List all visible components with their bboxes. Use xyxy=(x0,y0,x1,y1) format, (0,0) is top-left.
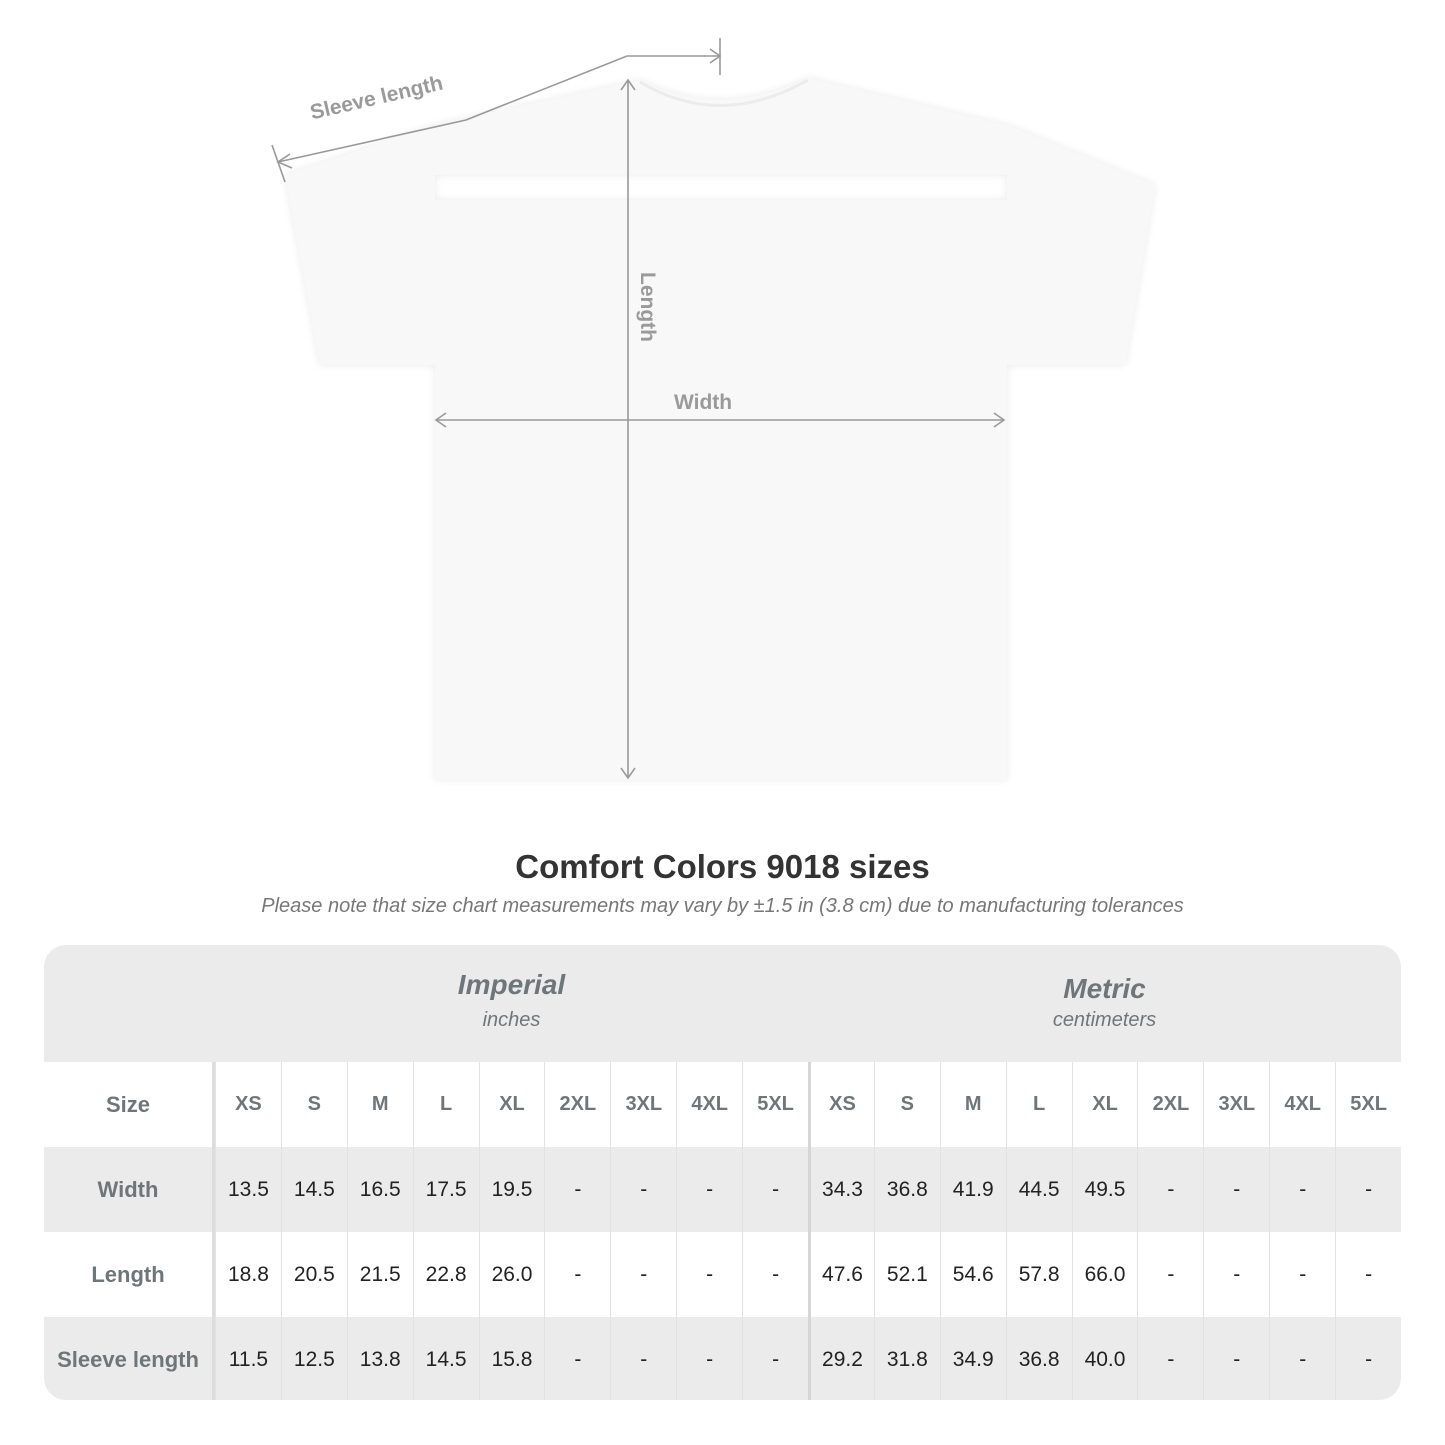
size-table: Imperial inches Metric centimeters Size X… xyxy=(44,945,1401,1400)
imperial-value: 19.5 xyxy=(478,1147,545,1232)
table-group-header xyxy=(44,945,1401,1062)
metric-value: 31.8 xyxy=(873,1317,940,1400)
metric-group: Metric centimeters xyxy=(808,973,1401,1032)
metric-size-L: L xyxy=(1005,1062,1072,1147)
metric-value: 44.5 xyxy=(1005,1147,1072,1232)
imperial-unit: inches xyxy=(482,1009,541,1031)
metric-unit: centimeters xyxy=(1052,1009,1157,1031)
metric-size-S: S xyxy=(873,1062,940,1147)
chart-title: Comfort Colors 9018 sizes xyxy=(515,848,930,885)
metric-value: 36.8 xyxy=(1005,1317,1072,1400)
size-header-row: Size XS S M L XL 2XL 3XL 4XL 5XL XS S M L XL 2XL 3XL 4XL 5… xyxy=(44,1062,1401,1147)
imperial-value: - xyxy=(742,1317,808,1400)
imperial-value: - xyxy=(544,1232,610,1317)
imperial-size-4XL: 4XL xyxy=(676,1062,742,1147)
metric-size-XL: XL xyxy=(1071,1062,1138,1147)
width-label: Width xyxy=(674,391,733,414)
imperial-size-S: S xyxy=(280,1062,347,1147)
imperial-size-XS: XS xyxy=(215,1062,281,1147)
metric-value: 54.6 xyxy=(939,1232,1006,1317)
imperial-value: - xyxy=(676,1317,742,1400)
metric-size-4XL: 4XL xyxy=(1269,1062,1335,1147)
metric-size-5XL: 5XL xyxy=(1335,1062,1401,1147)
metric-value: - xyxy=(1137,1147,1203,1232)
metric-size-2XL: 2XL xyxy=(1137,1062,1203,1147)
length-label: Length xyxy=(635,272,659,342)
tshirt-diagram xyxy=(271,38,1155,780)
imperial-value: 16.5 xyxy=(346,1147,413,1232)
metric-value: - xyxy=(1335,1147,1401,1232)
imperial-title: Imperial xyxy=(457,969,566,1000)
imperial-value: 22.8 xyxy=(412,1232,479,1317)
imperial-size-3XL: 3XL xyxy=(610,1062,676,1147)
metric-value: - xyxy=(1269,1317,1335,1400)
imperial-value: 14.5 xyxy=(280,1147,347,1232)
imperial-value: 14.5 xyxy=(412,1317,479,1400)
imperial-value: 17.5 xyxy=(412,1147,479,1232)
metric-value: - xyxy=(1335,1317,1401,1400)
table-row: Width 13.5 14.5 16.5 17.5 19.5- - - -34.3 36.8 41.… xyxy=(44,1147,1401,1232)
row-label: Length xyxy=(44,1232,215,1317)
imperial-value: 20.5 xyxy=(280,1232,347,1317)
imperial-size-5XL: 5XL xyxy=(742,1062,808,1147)
table-row: Length 18.8 20.5 21.5 22.8 26.0- - - -47.6 52.1 54… xyxy=(44,1232,1401,1317)
metric-size-XS: XS xyxy=(808,1062,874,1147)
tolerance-note: Please note that size chart measurements… xyxy=(261,895,1184,917)
table-row: Sleeve length 11.5 12.5 13.8 14.5 15.8- - - -29.… xyxy=(44,1317,1401,1400)
imperial-value: - xyxy=(742,1232,808,1317)
metric-value: - xyxy=(1335,1232,1401,1317)
imperial-value: 13.8 xyxy=(346,1317,413,1400)
metric-value: 41.9 xyxy=(939,1147,1006,1232)
imperial-value: - xyxy=(676,1147,742,1232)
metric-value: - xyxy=(1203,1232,1269,1317)
size-label: Size xyxy=(44,1062,215,1147)
imperial-size-M: M xyxy=(346,1062,413,1147)
imperial-value: - xyxy=(742,1147,808,1232)
metric-value: 57.8 xyxy=(1005,1232,1072,1317)
imperial-value: - xyxy=(676,1232,742,1317)
metric-value: 47.6 xyxy=(808,1232,874,1317)
metric-size-3XL: 3XL xyxy=(1203,1062,1269,1147)
imperial-value: - xyxy=(610,1147,676,1232)
metric-value: - xyxy=(1137,1232,1203,1317)
imperial-value: - xyxy=(544,1147,610,1232)
metric-value: - xyxy=(1269,1232,1335,1317)
metric-value: - xyxy=(1203,1147,1269,1232)
metric-value: - xyxy=(1203,1317,1269,1400)
metric-value: 66.0 xyxy=(1071,1232,1138,1317)
metric-value: - xyxy=(1269,1147,1335,1232)
shirt-body xyxy=(285,78,1155,780)
imperial-value: 12.5 xyxy=(280,1317,347,1400)
measurement-arrows xyxy=(271,38,1006,780)
metric-value: 29.2 xyxy=(808,1317,874,1400)
imperial-size-2XL: 2XL xyxy=(544,1062,610,1147)
imperial-group: Imperial inches xyxy=(215,969,808,1032)
imperial-value: 15.8 xyxy=(478,1317,545,1400)
metric-value: 34.3 xyxy=(808,1147,874,1232)
imperial-value: 26.0 xyxy=(478,1232,545,1317)
imperial-value: 21.5 xyxy=(346,1232,413,1317)
metric-value: - xyxy=(1137,1317,1203,1400)
metric-value: 40.0 xyxy=(1071,1317,1138,1400)
metric-value: 34.9 xyxy=(939,1317,1006,1400)
imperial-value: - xyxy=(610,1317,676,1400)
imperial-value: - xyxy=(544,1317,610,1400)
imperial-value: 13.5 xyxy=(215,1147,281,1232)
imperial-size-XL: XL xyxy=(478,1062,545,1147)
metric-value: 49.5 xyxy=(1071,1147,1138,1232)
imperial-value: 11.5 xyxy=(215,1317,281,1400)
metric-size-M: M xyxy=(939,1062,1006,1147)
imperial-size-L: L xyxy=(412,1062,479,1147)
metric-value: 36.8 xyxy=(873,1147,940,1232)
row-label: Width xyxy=(44,1147,215,1232)
metric-value: 52.1 xyxy=(873,1232,940,1317)
imperial-value: 18.8 xyxy=(215,1232,281,1317)
metric-title: Metric xyxy=(1063,973,1146,1004)
row-label: Sleeve length xyxy=(44,1317,215,1400)
imperial-value: - xyxy=(610,1232,676,1317)
